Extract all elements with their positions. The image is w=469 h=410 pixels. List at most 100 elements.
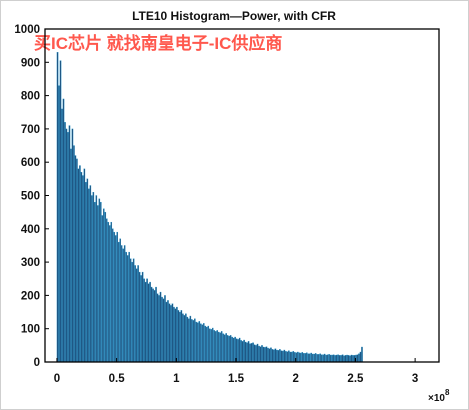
histogram-bar bbox=[79, 165, 81, 363]
histogram-bar bbox=[189, 315, 192, 363]
histogram-bar bbox=[186, 316, 189, 363]
histogram-bar bbox=[123, 245, 126, 363]
histogram-bar bbox=[307, 353, 310, 363]
histogram-bar bbox=[171, 303, 174, 363]
histogram-bar bbox=[329, 354, 332, 363]
histogram-bar bbox=[277, 350, 280, 363]
histogram-bar bbox=[128, 251, 130, 363]
histogram-bar bbox=[346, 354, 348, 363]
histogram-bar bbox=[95, 195, 98, 363]
histogram-bar bbox=[247, 341, 250, 363]
histogram-bar bbox=[94, 201, 96, 363]
histogram-bar bbox=[167, 300, 169, 363]
histogram-bar bbox=[158, 295, 160, 363]
histogram-bar bbox=[194, 318, 196, 363]
histogram-bar bbox=[59, 60, 62, 363]
histogram-bar bbox=[340, 355, 342, 363]
histogram-bar bbox=[70, 148, 72, 363]
histogram-bar bbox=[240, 340, 242, 363]
histogram-bar bbox=[91, 195, 93, 363]
histogram-bar bbox=[173, 306, 175, 363]
histogram-bar bbox=[107, 221, 110, 363]
histogram-bar bbox=[122, 248, 124, 363]
histogram-bar bbox=[358, 353, 360, 363]
histogram-bar bbox=[89, 185, 92, 363]
histogram-bar bbox=[359, 351, 362, 363]
histogram-bar bbox=[180, 310, 183, 363]
histogram-bar bbox=[73, 145, 75, 363]
histogram-bar bbox=[314, 353, 317, 363]
histogram-bar bbox=[298, 352, 301, 363]
histogram-bar bbox=[114, 235, 117, 363]
histogram-bar bbox=[198, 321, 201, 363]
histogram-bar bbox=[159, 291, 162, 363]
histogram-bar bbox=[286, 351, 289, 363]
histogram-bar bbox=[108, 225, 111, 363]
histogram-bar bbox=[322, 354, 324, 363]
x-tick-label: 2.5 bbox=[347, 373, 364, 385]
histogram-bar bbox=[301, 352, 304, 363]
histogram-bar bbox=[125, 251, 127, 363]
x-scale-factor: ×108 bbox=[428, 388, 450, 404]
histogram-bar bbox=[231, 336, 233, 363]
histogram-bar bbox=[162, 298, 165, 363]
histogram-bar bbox=[85, 182, 87, 363]
y-tick-label: 700 bbox=[21, 124, 40, 136]
histogram-bar bbox=[185, 313, 187, 363]
histogram-bar bbox=[271, 349, 274, 363]
histogram-bar bbox=[146, 278, 148, 363]
histogram-bar bbox=[223, 334, 226, 363]
histogram-bar bbox=[88, 188, 90, 363]
histogram-bar bbox=[134, 265, 136, 363]
histogram-bar bbox=[155, 286, 157, 363]
histogram-bar bbox=[313, 353, 316, 363]
histogram-bar bbox=[213, 330, 216, 363]
x-scale-base: ×10 bbox=[428, 393, 445, 404]
y-tick-label: 800 bbox=[21, 91, 40, 103]
histogram-bar bbox=[82, 175, 84, 363]
histogram-bar bbox=[337, 354, 339, 363]
histogram-bar bbox=[288, 350, 290, 363]
histogram-bar bbox=[183, 315, 186, 363]
histogram-bar bbox=[338, 355, 341, 363]
histogram-bar bbox=[274, 348, 277, 363]
histogram-bar bbox=[220, 331, 223, 363]
histogram-bar bbox=[116, 231, 119, 363]
watermark-text: 买IC芯片 就找南皇电子-IC供应商 bbox=[34, 33, 282, 53]
histogram-bar bbox=[349, 355, 351, 363]
histogram-bar bbox=[101, 215, 104, 363]
histogram-bar bbox=[268, 348, 271, 363]
histogram-bar bbox=[249, 343, 251, 363]
histogram-bar bbox=[243, 339, 245, 363]
histogram-bar bbox=[62, 98, 65, 363]
histogram-bar bbox=[250, 343, 253, 363]
histogram-bar bbox=[343, 355, 345, 363]
histogram-bars bbox=[56, 52, 363, 363]
histogram-bar bbox=[258, 345, 260, 363]
histogram-bar bbox=[219, 332, 221, 363]
histogram-bar bbox=[204, 325, 207, 363]
histogram-bar bbox=[332, 354, 335, 363]
histogram-bar bbox=[325, 354, 327, 363]
histogram-bar bbox=[280, 350, 283, 363]
histogram-bar bbox=[216, 330, 218, 363]
histogram-bar bbox=[150, 286, 153, 363]
histogram-bar bbox=[326, 354, 329, 363]
histogram-bar bbox=[152, 288, 154, 363]
histogram-bar bbox=[273, 349, 275, 363]
histogram-bar bbox=[97, 205, 99, 363]
histogram-bar bbox=[256, 343, 259, 363]
histogram-bar bbox=[195, 321, 198, 363]
histogram-bar bbox=[67, 132, 69, 363]
histogram-bar bbox=[279, 349, 281, 363]
histogram-bar bbox=[191, 319, 193, 363]
histogram-bar bbox=[147, 283, 150, 363]
histogram-bar bbox=[259, 346, 262, 363]
histogram-bar bbox=[201, 324, 204, 363]
histogram-bar bbox=[255, 345, 257, 363]
histogram-bar bbox=[58, 85, 60, 363]
histogram-bar bbox=[265, 346, 268, 363]
histogram-bar bbox=[335, 354, 338, 363]
histogram-bar bbox=[120, 245, 123, 363]
